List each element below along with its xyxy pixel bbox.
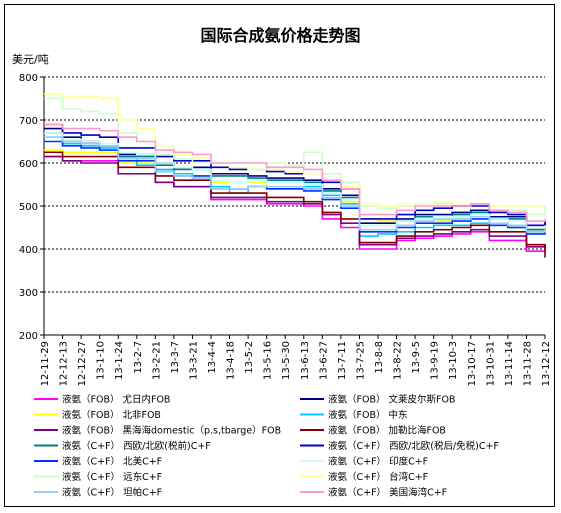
x-tick-label: 13-11-28 bbox=[522, 341, 533, 386]
y-tick-label: 500 bbox=[19, 202, 38, 213]
x-tick-label: 13-7-11 bbox=[337, 341, 348, 380]
legend-label: 液氨（C+F） 西欧/北欧(税前)C+F bbox=[62, 440, 211, 452]
legend-label: 液氨（C+F） 远东C+F bbox=[62, 471, 162, 483]
series-line bbox=[44, 132, 546, 229]
x-tick-label: 12-12-27 bbox=[77, 341, 88, 386]
grid-layer bbox=[44, 76, 545, 293]
x-tick-label: 13-2-21 bbox=[151, 341, 162, 380]
x-tick-label: 13-3-7 bbox=[170, 341, 181, 374]
x-tick-label: 13-9-5 bbox=[411, 341, 422, 374]
series-line bbox=[44, 123, 546, 222]
legend-label: 液氨（C+F） 美国海湾C+F bbox=[328, 487, 447, 499]
legend-label: 液氨（FOB） 尤日内FOB bbox=[62, 394, 170, 406]
legend-label: 液氨（C+F） 印度C+F bbox=[328, 456, 428, 468]
series-line bbox=[44, 97, 546, 216]
x-tick-label: 13-2-7 bbox=[133, 341, 144, 374]
x-tick-label: 13-10-17 bbox=[467, 341, 478, 386]
chart-title: 国际合成氨价格走势图 bbox=[200, 26, 361, 45]
legend-label: 液氨（FOB） 中东 bbox=[328, 409, 407, 421]
legend-label: 液氨（FOB） 黑海海domestic（p.s,tbarge）FOB bbox=[62, 425, 281, 437]
x-tick-label: 13-6-27 bbox=[318, 341, 329, 380]
legend-label: 液氨（C+F） 北美C+F bbox=[62, 456, 162, 468]
legend-label: 液氨（C+F） 西欧/北欧(税后/免税)C+F bbox=[328, 440, 499, 452]
x-tick-label: 13-10-3 bbox=[448, 341, 459, 380]
y-tick-label: 200 bbox=[19, 331, 38, 342]
legend-label: 液氨（FOB） 加勒比海FOB bbox=[328, 425, 446, 437]
x-tick-label: 13-4-4 bbox=[207, 341, 218, 374]
x-tick-label: 13-11-14 bbox=[504, 341, 515, 386]
x-tick-label: 13-5-30 bbox=[281, 341, 292, 380]
y-tick-label: 800 bbox=[19, 73, 38, 84]
y-tick-label: 300 bbox=[19, 288, 38, 299]
series-layer bbox=[44, 93, 546, 258]
legend-label: 液氨（FOB） 北非FOB bbox=[62, 409, 161, 421]
series-line bbox=[44, 140, 546, 235]
x-tick-label: 13-5-16 bbox=[263, 341, 274, 380]
x-tick-label: 13-10-31 bbox=[485, 341, 496, 386]
x-tick-label: 13-8-8 bbox=[374, 341, 385, 374]
x-tick-label: 13-8-22 bbox=[393, 341, 404, 380]
x-tick-label: 13-6-13 bbox=[300, 341, 311, 380]
y-tick-label: 400 bbox=[19, 245, 38, 256]
y-tick-label: 700 bbox=[19, 116, 38, 127]
x-tick-label: 13-1-10 bbox=[96, 341, 107, 380]
y-axis-unit-label: 美元/吨 bbox=[12, 53, 49, 66]
x-tick-label: 13-3-21 bbox=[188, 341, 199, 380]
legend-label: 液氨（C+F） 台湾C+F bbox=[328, 471, 428, 483]
x-tick-label: 13-4-18 bbox=[226, 341, 237, 380]
series-line bbox=[44, 151, 546, 258]
legend: 液氨（FOB） 尤日内FOB 液氨（FOB） 文莱皮尔斯FOB 液氨（FOB） 北非… bbox=[34, 394, 499, 499]
chart-frame bbox=[4, 4, 555, 507]
series-line bbox=[44, 93, 545, 207]
x-tick-label: 13-5-2 bbox=[244, 341, 255, 374]
y-tick-label: 600 bbox=[19, 159, 38, 170]
series-line bbox=[44, 136, 546, 233]
x-tick-label: 13-9-19 bbox=[430, 341, 441, 380]
legend-label: 液氨（FOB） 文莱皮尔斯FOB bbox=[328, 394, 455, 406]
x-tick-label: 13-1-24 bbox=[114, 341, 125, 380]
x-tick-label: 12-12-13 bbox=[59, 341, 70, 386]
x-tick-label: 13-7-25 bbox=[355, 341, 366, 380]
x-tick-label: 12-11-29 bbox=[40, 341, 51, 386]
legend-label: 液氨（C+F） 坦帕C+F bbox=[62, 487, 162, 499]
axis-layer: 200 300 400 500 600 700 800 12-11-29 12-12-13 12-… bbox=[19, 73, 552, 386]
x-tick-label: 13-12-12 bbox=[541, 341, 552, 386]
series-line bbox=[44, 123, 546, 227]
